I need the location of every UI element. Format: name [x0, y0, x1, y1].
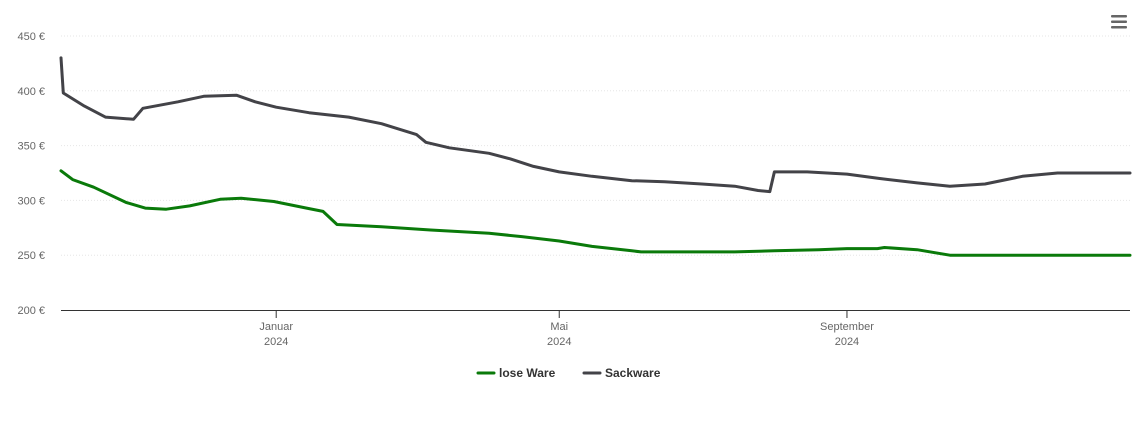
series-lines — [59, 56, 1132, 257]
series-line-0 — [59, 169, 1132, 257]
legend-label-1: Sackware — [605, 366, 661, 380]
hamburger-menu-icon — [1111, 15, 1127, 29]
x-tick-label-1: Mai — [550, 321, 568, 333]
x-tick-label-2: September — [820, 321, 874, 333]
x-tick-sublabel-2: 2024 — [835, 336, 859, 348]
x-tick-sublabel-0: 2024 — [264, 336, 288, 348]
legend-item-0: lose Ware — [476, 366, 556, 380]
x-axis: Januar 2024 Mai 2024 September 2024 — [61, 310, 1130, 348]
series-line-1 — [59, 56, 1132, 194]
y-axis-tick-labels: 200 € 250 € 300 € 350 € 400 € 450 € — [17, 31, 45, 317]
legend-label-0: lose Ware — [499, 366, 556, 380]
grid-lines — [61, 35, 1130, 256]
y-tick-label-350: 350 € — [17, 141, 45, 153]
x-tick-label-0: Januar — [259, 321, 293, 333]
y-tick-label-250: 250 € — [17, 250, 45, 262]
y-tick-label-400: 400 € — [17, 86, 45, 98]
chart-menu-button[interactable] — [1106, 10, 1132, 34]
y-tick-label-300: 300 € — [17, 195, 45, 207]
y-tick-label-450: 450 € — [17, 31, 45, 43]
legend: lose Ware Sackware — [476, 366, 661, 380]
y-tick-label-200: 200 € — [17, 305, 45, 317]
x-tick-sublabel-1: 2024 — [547, 336, 571, 348]
legend-item-1: Sackware — [582, 366, 661, 380]
